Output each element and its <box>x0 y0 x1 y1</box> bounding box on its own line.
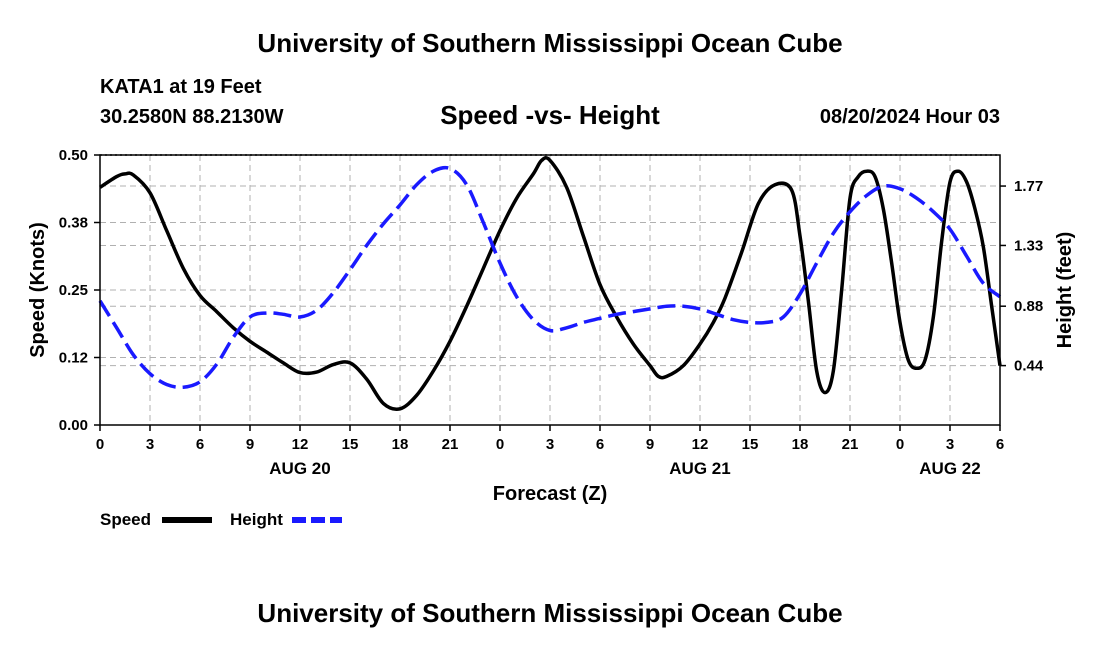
chart-title: Speed -vs- Height <box>440 100 660 130</box>
x-tick-label: 9 <box>246 436 254 453</box>
x-tick-label: 0 <box>496 436 504 453</box>
x-axis-title: Forecast (Z) <box>493 483 607 505</box>
plot-frame <box>99 154 1001 426</box>
forecast-datetime: 08/20/2024 Hour 03 <box>819 106 1000 128</box>
x-tick-label: 3 <box>146 436 154 453</box>
station-coordinates: 30.2580N 88.2130W <box>100 106 284 128</box>
x-tick-label: 9 <box>646 436 654 453</box>
y-tick-label-right: 1.77 <box>1014 178 1043 195</box>
legend-speed-label: Speed <box>100 510 151 529</box>
x-tick-label: 18 <box>792 436 809 453</box>
x-tick-label: 6 <box>196 436 204 453</box>
legend-height-label: Height <box>230 510 283 529</box>
x-date-label: AUG 20 <box>269 459 330 478</box>
y-axis-title-right: Height (feet) <box>1054 232 1076 349</box>
y-tick-label-left: 0.25 <box>59 282 88 299</box>
x-tick-label: 6 <box>996 436 1004 453</box>
x-tick-label: 21 <box>842 436 859 453</box>
y-tick-label-right: 0.44 <box>1014 358 1044 375</box>
x-tick-label: 15 <box>342 436 359 453</box>
y-tick-label-right: 1.33 <box>1014 237 1043 254</box>
series-line-height <box>98 165 1002 390</box>
series-line-speed <box>99 156 1002 411</box>
legend: Speed Height <box>100 510 342 529</box>
footer-title: University of Southern Mississippi Ocean… <box>257 598 843 628</box>
x-date-label: AUG 22 <box>919 459 980 478</box>
x-tick-label: 0 <box>96 436 104 453</box>
x-tick-label: 15 <box>742 436 759 453</box>
x-tick-label: 21 <box>442 436 459 453</box>
axis-ticks: 0 3 6 9 12 15 18 21 0 3 6 9 12 15 18 21 0 3 6 AUG 20 AUG 21 A… <box>59 147 1044 478</box>
x-tick-label: 6 <box>596 436 604 453</box>
x-tick-label: 0 <box>896 436 904 453</box>
x-tick-label: 3 <box>546 436 554 453</box>
x-tick-label: 3 <box>946 436 954 453</box>
x-date-label: AUG 21 <box>669 459 730 478</box>
y-axis-title-left: Speed (Knots) <box>27 222 49 358</box>
x-tick-label: 12 <box>692 436 709 453</box>
x-tick-label: 18 <box>392 436 409 453</box>
series-lines <box>98 156 1002 411</box>
x-tick-label: 12 <box>292 436 309 453</box>
station-label: KATA1 at 19 Feet <box>100 76 262 98</box>
y-tick-label-left: 0.50 <box>59 147 88 164</box>
y-tick-label-left: 0.12 <box>59 350 88 367</box>
y-tick-label-left: 0.38 <box>59 215 88 232</box>
page-title: University of Southern Mississippi Ocean… <box>257 28 843 58</box>
y-tick-label-right: 0.88 <box>1014 298 1043 315</box>
y-tick-label-left: 0.00 <box>59 417 88 434</box>
